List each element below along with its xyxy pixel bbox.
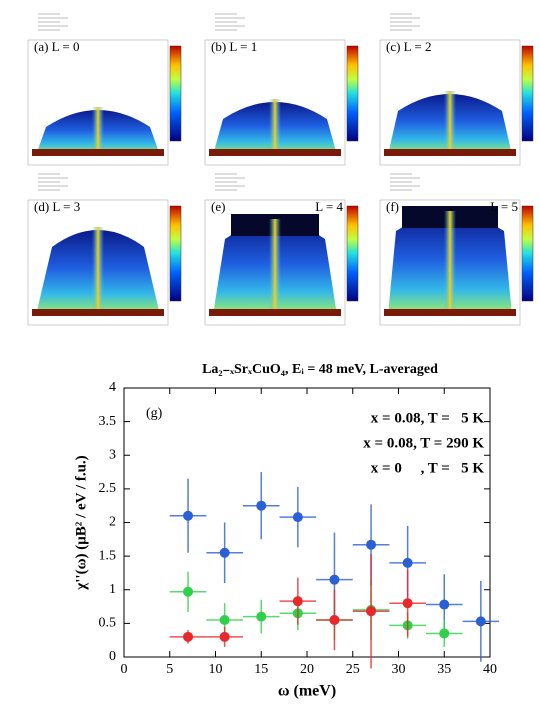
series bbox=[169, 554, 426, 669]
heatmap-floor bbox=[32, 149, 164, 156]
panel-label: (d) L = 3 bbox=[34, 199, 80, 214]
colorbar bbox=[346, 205, 359, 302]
heatmap-stripe bbox=[444, 211, 456, 315]
x-tick-label: 0 bbox=[121, 662, 128, 677]
data-point bbox=[256, 500, 267, 511]
heatmap-stripe bbox=[92, 227, 104, 315]
y-tick-label: 4 bbox=[109, 380, 116, 395]
heatmap-floor bbox=[384, 149, 516, 156]
plot-frame bbox=[123, 387, 491, 658]
panel-label: (f) bbox=[386, 199, 399, 214]
heatmap-panel: (b) L = 1 bbox=[204, 13, 359, 166]
x-tick-label: 10 bbox=[209, 662, 223, 677]
heatmap-floor bbox=[384, 309, 516, 316]
heatmap-panels: (a) L = 0 (b) L = 1 (c) L = 2 (d) L = 3 (e) L… bbox=[27, 13, 534, 326]
heatmap-panel: (e) L = 4 bbox=[204, 173, 359, 326]
data-point bbox=[219, 615, 230, 626]
y-axis-label: χ''(ω) (μB² / eV / f.u.) bbox=[73, 455, 89, 590]
panel-label: (b) L = 1 bbox=[211, 39, 257, 54]
data-point bbox=[183, 510, 194, 521]
data-point bbox=[402, 598, 413, 609]
data-point bbox=[292, 596, 303, 607]
data-point bbox=[475, 616, 486, 627]
y-tick-label: 3.5 bbox=[99, 414, 117, 429]
data-point bbox=[329, 574, 340, 585]
colorbar bbox=[169, 205, 182, 302]
x-tick-label: 5 bbox=[166, 662, 173, 677]
data-point bbox=[292, 512, 303, 523]
data-point bbox=[219, 547, 230, 558]
series bbox=[169, 472, 500, 662]
x-tick-label: 20 bbox=[300, 662, 314, 677]
x-tick-label: 25 bbox=[346, 662, 360, 677]
chart-title: La₂₋ₓSrₓCuO₄, Eᵢ = 48 meV, L-averaged bbox=[202, 362, 438, 377]
panel-label: (c) L = 2 bbox=[386, 39, 431, 54]
chart: La₂₋ₓSrₓCuO₄, Eᵢ = 48 meV, L-averaged (g)… bbox=[73, 362, 500, 700]
x-axis-label: ω (meV) bbox=[278, 683, 336, 700]
y-tick-label: 3 bbox=[109, 447, 116, 462]
data-point bbox=[183, 631, 194, 642]
chart-panel-label: (g) bbox=[146, 406, 163, 421]
y-tick-label: 2 bbox=[109, 515, 116, 530]
heatmap-stripe bbox=[269, 99, 281, 155]
colorbar bbox=[346, 45, 359, 142]
colorbar bbox=[521, 205, 534, 302]
y-tick-label: 0.5 bbox=[99, 616, 117, 631]
panel-label-right: L = 5 bbox=[490, 199, 518, 214]
y-tick-label: 1 bbox=[109, 582, 116, 597]
data-point bbox=[183, 586, 194, 597]
data-point bbox=[366, 606, 377, 617]
heatmap-floor bbox=[209, 149, 341, 156]
x-tick-label: 35 bbox=[437, 662, 451, 677]
panel-label: (a) L = 0 bbox=[34, 39, 79, 54]
heatmap-panel: (a) L = 0 bbox=[27, 13, 182, 166]
heatmap-panel: (f) L = 5 bbox=[379, 173, 534, 326]
data-point bbox=[256, 611, 267, 622]
panel-label: (e) bbox=[211, 199, 225, 214]
series bbox=[169, 571, 463, 647]
colorbar bbox=[169, 45, 182, 142]
x-tick-label: 40 bbox=[483, 662, 497, 677]
heatmap-floor bbox=[209, 309, 341, 316]
x-tick-label: 30 bbox=[392, 662, 406, 677]
heatmap-stripe bbox=[444, 91, 456, 155]
heatmap-stripe bbox=[269, 219, 281, 315]
data-point bbox=[219, 631, 230, 642]
data-point bbox=[329, 615, 340, 626]
y-tick-label: 2.5 bbox=[99, 481, 117, 496]
y-tick-label: 1.5 bbox=[99, 548, 117, 563]
y-tick-label: 0 bbox=[109, 649, 116, 664]
legend-entry: x = 0 , T = 5 K bbox=[371, 460, 485, 476]
x-tick-label: 15 bbox=[254, 662, 268, 677]
data-point bbox=[366, 539, 377, 550]
heatmap-panel: (d) L = 3 bbox=[27, 173, 182, 326]
heatmap-stripe bbox=[92, 107, 104, 155]
panel-label-right: L = 4 bbox=[315, 199, 343, 214]
legend-entry: x = 0.08, T = 5 K bbox=[371, 410, 485, 426]
heatmap-panel: (c) L = 2 bbox=[379, 13, 534, 166]
data-point bbox=[439, 599, 450, 610]
heatmap-floor bbox=[32, 309, 164, 316]
data-point bbox=[439, 628, 450, 639]
colorbar bbox=[521, 45, 534, 142]
legend-entry: x = 0.08, T = 290 K bbox=[363, 435, 484, 451]
data-point bbox=[402, 557, 413, 568]
